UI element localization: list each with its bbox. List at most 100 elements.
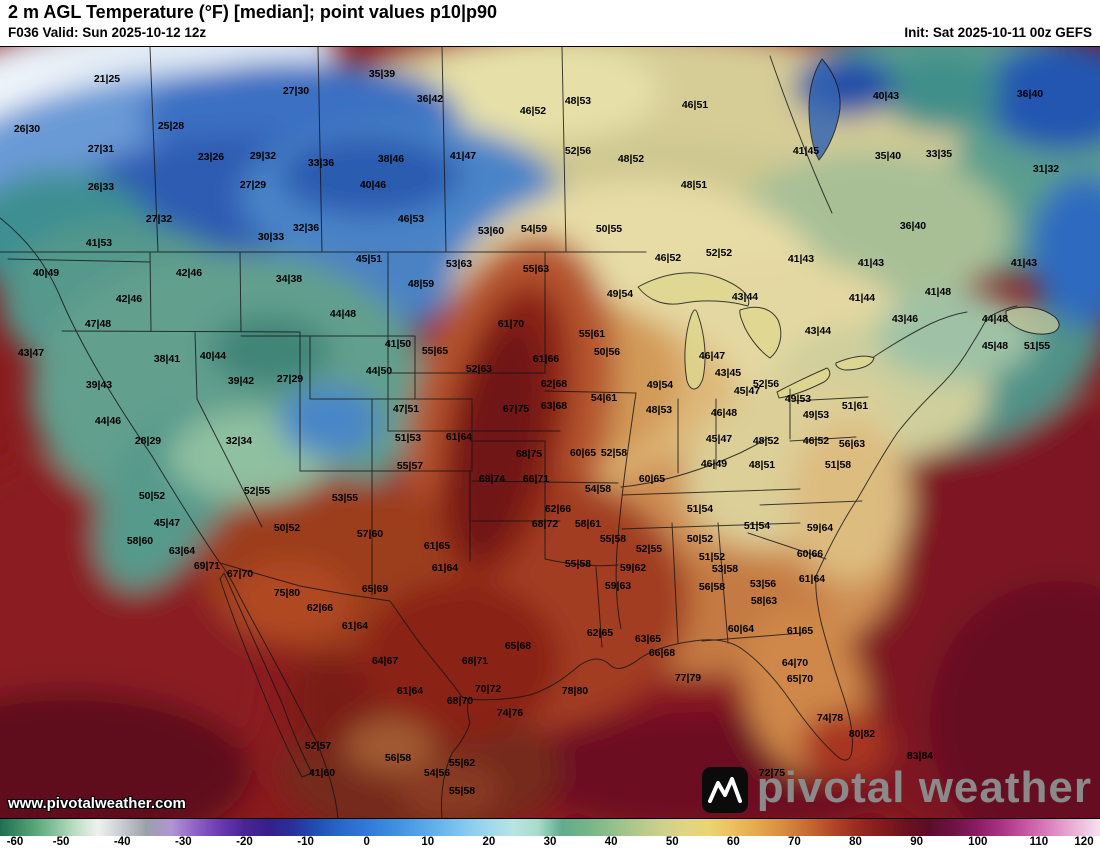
point-value: 32|36 — [293, 222, 319, 234]
point-value: 55|58 — [600, 533, 626, 545]
point-value: 45|47 — [706, 433, 732, 445]
point-value: 56|63 — [839, 438, 865, 450]
mountain-icon — [707, 777, 742, 803]
point-value: 64|70 — [782, 657, 808, 669]
point-value: 83|84 — [907, 750, 933, 762]
point-value: 28|29 — [135, 435, 161, 447]
point-value: 52|55 — [636, 543, 662, 555]
colorbar-tick: 100 — [968, 836, 988, 848]
pacific-coastline — [0, 217, 339, 818]
point-value: 65|68 — [505, 640, 531, 652]
colorbar-tick: 90 — [910, 836, 924, 848]
point-value: 62|65 — [587, 627, 613, 639]
point-value: 45|47 — [734, 385, 760, 397]
point-value: 55|63 — [523, 263, 549, 275]
point-value: 48|52 — [618, 153, 644, 165]
colorbar-tick: -10 — [297, 836, 314, 848]
point-value: 52|58 — [601, 447, 627, 459]
point-value: 23|26 — [198, 151, 224, 163]
field-blob — [880, 51, 1000, 131]
point-value: 55|62 — [449, 757, 475, 769]
field-blob — [930, 581, 1100, 818]
point-value: 38|46 — [378, 153, 404, 165]
point-value: 46|49 — [701, 458, 727, 470]
colorbar-tick-row: -60 -50 -40 -30 -20 -10 0 10 20 30 40 50 60 70 80 90 100… — [0, 836, 1100, 851]
point-value: 39|43 — [86, 379, 112, 391]
point-value: 34|38 — [276, 273, 302, 285]
site-url: www.pivotalweather.com — [8, 795, 186, 812]
point-value: 61|64 — [799, 573, 825, 585]
point-value: 40|43 — [873, 90, 899, 102]
point-value: 56|58 — [385, 752, 411, 764]
point-value: 68|75 — [516, 448, 542, 460]
point-value: 45|47 — [154, 517, 180, 529]
point-value: 61|65 — [787, 625, 813, 637]
gulf-atlantic-coastline — [441, 305, 1018, 818]
province-borders — [149, 47, 833, 253]
point-value: 29|32 — [250, 150, 276, 162]
pivotal-weather-logo — [701, 767, 748, 813]
point-value: 61|66 — [533, 353, 559, 365]
nova-scotia — [1005, 306, 1060, 335]
point-value: 47|48 — [85, 318, 111, 330]
point-value: 33|35 — [926, 148, 952, 160]
point-value: 51|54 — [744, 520, 770, 532]
st-lawrence — [871, 311, 968, 359]
point-value: 65|69 — [362, 583, 388, 595]
point-value: 41|47 — [450, 150, 476, 162]
point-value: 27|29 — [240, 179, 266, 191]
point-value: 59|62 — [620, 562, 646, 574]
map-borders — [0, 47, 1060, 818]
field-blob — [230, 561, 350, 641]
point-value: 40|49 — [33, 267, 59, 279]
point-value: 44|50 — [366, 365, 392, 377]
point-value: 55|57 — [397, 460, 423, 472]
point-value: 50|52 — [139, 490, 165, 502]
point-value: 63|65 — [635, 633, 661, 645]
point-value: 51|61 — [842, 400, 868, 412]
point-value: 41|45 — [793, 145, 819, 157]
page-title: 2 m AGL Temperature (°F) [median]; point… — [8, 2, 497, 22]
point-value: 63|64 — [169, 545, 195, 557]
point-value: 40|46 — [360, 179, 386, 191]
point-value: 60|65 — [570, 447, 596, 459]
point-value: 45|48 — [982, 340, 1008, 352]
point-value: 61|64 — [446, 431, 472, 443]
point-value: 68|72 — [532, 518, 558, 530]
lake-superior — [637, 272, 750, 307]
colorbar-tick: 40 — [604, 836, 618, 848]
point-value: 52|56 — [753, 378, 779, 390]
temperature-map-canvas: 21|25 27|30 35|39 36|42 46|52 48|53 46|51 40|43… — [0, 47, 1100, 818]
point-value: 42|46 — [116, 293, 142, 305]
point-value: 41|50 — [385, 338, 411, 350]
point-value: 51|55 — [1024, 340, 1050, 352]
field-blob — [875, 291, 1035, 381]
point-value: 53|60 — [478, 225, 504, 237]
point-value: 21|25 — [94, 73, 120, 85]
point-value: 33|36 — [308, 157, 334, 169]
point-value: 53|55 — [332, 492, 358, 504]
point-value: 48|51 — [749, 459, 775, 471]
field-blob — [360, 581, 560, 741]
point-value: 62|68 — [541, 378, 567, 390]
point-value: 43|46 — [892, 313, 918, 325]
point-value: 62|66 — [307, 602, 333, 614]
point-value: 41|60 — [309, 767, 335, 779]
lake-michigan — [684, 309, 706, 390]
point-value: 46|52 — [655, 252, 681, 264]
field-blob — [800, 711, 890, 781]
point-value: 41|44 — [849, 292, 875, 304]
point-value: 49|54 — [647, 379, 673, 391]
point-value: 46|52 — [520, 105, 546, 117]
field-blob — [280, 386, 380, 456]
point-value: 74|76 — [497, 707, 523, 719]
point-value: 52|56 — [565, 145, 591, 157]
point-value: 44|48 — [330, 308, 356, 320]
point-value: 49|54 — [607, 288, 633, 300]
point-value: 40|44 — [200, 350, 226, 362]
point-value: 66|71 — [523, 473, 549, 485]
point-value: 54|61 — [591, 392, 617, 404]
point-value: 48|59 — [408, 278, 434, 290]
point-value: 58|63 — [751, 595, 777, 607]
field-blob — [290, 651, 370, 751]
